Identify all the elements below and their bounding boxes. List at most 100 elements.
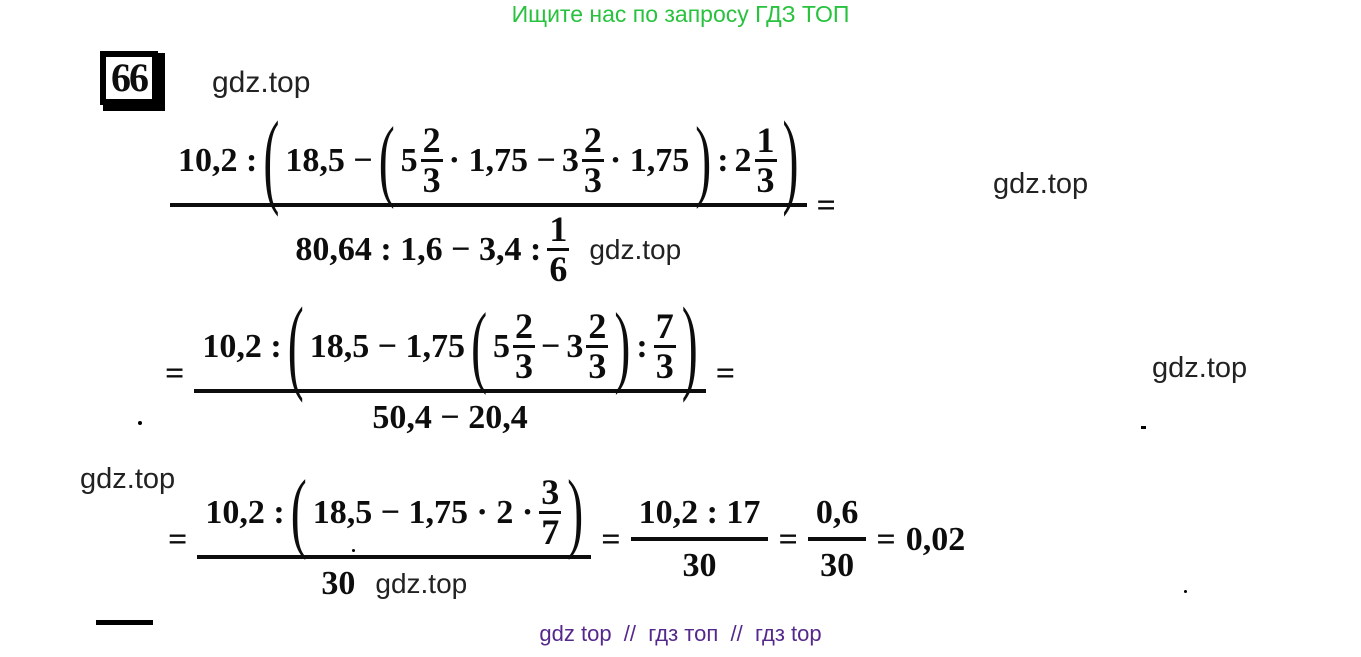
fraction-bar bbox=[630, 537, 769, 542]
scan-artifact-dot bbox=[1184, 590, 1187, 593]
open-paren: ( bbox=[378, 109, 395, 211]
math-text: 30 bbox=[820, 547, 855, 585]
whole-part: 3 bbox=[561, 141, 579, 179]
scan-artifact-dash bbox=[96, 620, 153, 625]
scan-artifact-dot bbox=[138, 421, 142, 425]
fraction-bar bbox=[197, 555, 592, 560]
math-text: 0,02 bbox=[905, 520, 966, 558]
problem-number-badge: 66 bbox=[100, 51, 158, 105]
fraction-denominator: 30 bbox=[812, 545, 862, 586]
equation-line-3: = 10,2 :(18,5 − 1,75 · 2 · 3 7) 30 gdz.top = 10… bbox=[168, 462, 966, 605]
scan-artifact-dot bbox=[352, 549, 355, 552]
fraction-denominator: 3 bbox=[756, 160, 775, 201]
math-text: · 1,75 bbox=[609, 141, 690, 179]
equation-line-1: 10,2 :(18,5 −(5 2 3 · 1,75 −3 2 3 · 1,75):2 1 3)… bbox=[170, 101, 836, 288]
math-text: 10,2 : bbox=[202, 327, 282, 365]
fraction-bar bbox=[807, 537, 867, 542]
fraction-denominator: 6 bbox=[549, 249, 568, 290]
scan-artifact-dot bbox=[1141, 426, 1146, 429]
fraction-denominator: 80,64 : 1,6 − 3,4 :1 6 gdz.top bbox=[287, 211, 689, 288]
fraction-denominator: 3 bbox=[655, 346, 674, 387]
whole-part: 5 bbox=[493, 327, 511, 365]
math-text: 80,64 : 1,6 − 3,4 : bbox=[295, 231, 542, 269]
whole-part: 5 bbox=[400, 141, 418, 179]
math-text: 18,5 − 1,75 bbox=[309, 327, 466, 365]
fraction-bar bbox=[194, 389, 706, 394]
fraction: 10,2 :(18,5 − 1,75 · 2 · 3 7) 30 gdz.top bbox=[197, 462, 592, 605]
fraction-denominator: 50,4 − 20,4 bbox=[364, 397, 535, 438]
equals-sign: = bbox=[876, 520, 896, 558]
fraction: 0,6 30 bbox=[807, 492, 867, 587]
fraction-numerator: 3 bbox=[541, 472, 560, 512]
close-paren: ) bbox=[782, 101, 799, 218]
equals-sign: = bbox=[778, 520, 798, 558]
equals-sign: = bbox=[168, 520, 188, 558]
watermark-right-lower: gdz.top bbox=[1152, 352, 1248, 384]
math-text: 10,2 : 17 bbox=[638, 493, 761, 531]
fraction-numerator: 2 bbox=[422, 120, 441, 160]
equals-sign: = bbox=[715, 354, 736, 392]
math-text: − bbox=[541, 327, 561, 365]
fraction-bar bbox=[170, 203, 807, 208]
watermark-top: gdz.top bbox=[212, 66, 311, 99]
fraction-denominator: 30 gdz.top bbox=[313, 563, 475, 604]
promo-banner-text: Ищите нас по запросу ГДЗ ТОП bbox=[511, 1, 850, 27]
fraction-numerator: 2 bbox=[583, 120, 602, 160]
math-text: 50,4 − 20,4 bbox=[372, 399, 528, 437]
fraction-denominator: 3 bbox=[588, 346, 607, 387]
fraction-numerator: 10,2 :(18,5 − 1,75 · 2 · 3 7) bbox=[197, 462, 591, 561]
math-text: 10,2 : bbox=[178, 141, 258, 179]
math-text: : bbox=[717, 141, 729, 179]
fraction-denominator: 3 bbox=[515, 346, 534, 387]
fraction-numerator: 10,2 : 17 bbox=[631, 492, 769, 533]
equation-line-2: = 10,2 :(18,5 − 1,75(5 2 3−3 2 3):7 3) 50,4 − 2… bbox=[165, 287, 736, 439]
fraction-bar bbox=[754, 159, 777, 163]
math-text: · 1,75 − bbox=[448, 141, 556, 179]
fraction-bar bbox=[586, 345, 609, 349]
watermark-left: gdz.top bbox=[80, 463, 176, 495]
fraction-denominator: 3 bbox=[422, 160, 441, 201]
fraction-bar bbox=[547, 248, 570, 252]
math-text: 10,2 : bbox=[205, 493, 285, 531]
math-text: 18,5 − 1,75 · 2 · bbox=[312, 493, 534, 531]
fraction-bar bbox=[653, 345, 676, 349]
fraction-numerator: 2 bbox=[515, 306, 534, 346]
close-paren: ) bbox=[681, 287, 698, 404]
footer-watermark-text: gdz top // гдз топ // гдз top bbox=[539, 621, 822, 646]
open-paren: ( bbox=[263, 101, 280, 218]
close-paren: ) bbox=[567, 462, 584, 561]
fraction-bar bbox=[420, 159, 443, 163]
problem-number: 66 bbox=[111, 55, 149, 100]
equals-sign: = bbox=[601, 520, 621, 558]
equals-sign: = bbox=[165, 354, 185, 392]
fraction-numerator: 1 bbox=[756, 120, 775, 160]
watermark-inline: gdz.top bbox=[589, 233, 682, 265]
math-text: : bbox=[636, 327, 648, 365]
fraction-bar bbox=[539, 511, 562, 515]
fraction-denominator: 30 bbox=[675, 545, 725, 586]
fraction-numerator: 1 bbox=[549, 209, 568, 250]
open-paren: ( bbox=[287, 287, 304, 404]
math-text: 18,5 − bbox=[285, 141, 373, 179]
fraction-numerator: 10,2 :(18,5 −(5 2 3 · 1,75 −3 2 3 · 1,75):2 1 3) bbox=[170, 101, 807, 218]
fraction-bar bbox=[581, 159, 604, 163]
whole-part: 2 bbox=[734, 141, 752, 179]
close-paren: ) bbox=[695, 109, 712, 211]
fraction-numerator: 2 bbox=[588, 306, 607, 346]
whole-part: 3 bbox=[566, 327, 584, 365]
fraction: 10,2 :(18,5 −(5 2 3 · 1,75 −3 2 3 · 1,75):2 1 3)… bbox=[170, 101, 807, 288]
open-paren: ( bbox=[290, 462, 307, 561]
